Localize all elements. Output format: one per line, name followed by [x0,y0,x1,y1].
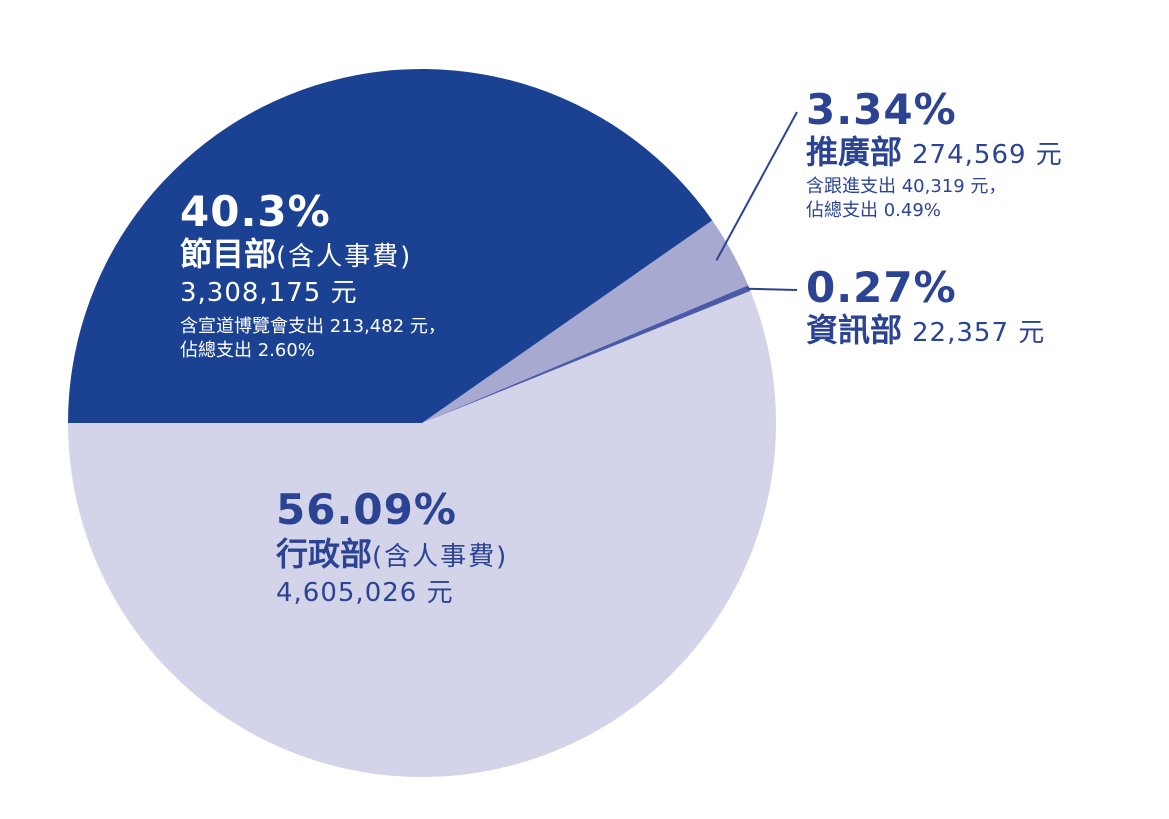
slice-percent-programs: 40.3% [180,187,331,236]
slice-amount-admin: 4,605,026 元 [276,578,454,609]
slice-name-programs: 節目部 [180,235,277,274]
pie-slice-promotion [422,220,749,423]
slice-percent-promotion: 3.34% [806,85,957,134]
pie-slice-programs [68,68,713,423]
slice-label-programs: 40.3% 節目部(含人事費) 3,308,175 元 含宣道博覽會支出 213… [180,187,446,364]
slice-name-promotion: 推廣部 [806,133,903,172]
pie-slices [68,68,777,778]
slice-amount-programs: 3,308,175 元 [180,278,358,309]
leader-line-it [747,287,798,291]
pie-slice-admin [68,290,777,778]
slice-paren-admin: (含人事費) [372,542,509,573]
slice-label-admin: 56.09% 行政部(含人事費) 4,605,026 元 [276,485,509,609]
slice-label-it: 0.27% 資訊部 22,357 元 [806,263,1046,350]
leader-line-promotion [715,111,798,261]
slice-percent-admin: 56.09% [276,485,457,534]
slice-label-promotion: 3.34% 推廣部 274,569 元 含跟進支出 40,319 元， 佔總支出 … [806,85,1063,224]
slice-note-promotion-1: 含跟進支出 40,319 元， [806,176,1007,198]
pie-slice-it [422,285,751,423]
slice-name-it: 資訊部 [806,311,903,350]
slice-paren-programs: (含人事費) [276,242,413,273]
slice-note-programs-1: 含宣道博覽會支出 213,482 元， [180,316,446,338]
slice-amount-it: 22,357 元 [912,318,1046,349]
leader-lines [715,111,798,291]
slice-note-programs-2: 佔總支出 2.60% [180,340,315,362]
slice-note-promotion-2: 佔總支出 0.49% [806,200,941,222]
slice-amount-promotion: 274,569 元 [912,140,1063,171]
slice-percent-it: 0.27% [806,263,957,312]
slice-name-admin: 行政部 [276,535,373,574]
